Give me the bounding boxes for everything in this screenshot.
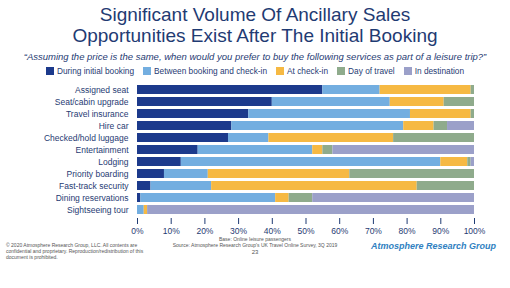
svg-text:40%: 40% [264, 226, 281, 236]
html-text:During initial booking: During initial booking [57, 66, 134, 76]
svg-text:Assigned seat: Assigned seat [75, 85, 129, 95]
svg-text:Seat/cabin upgrade: Seat/cabin upgrade [55, 97, 129, 107]
svg-text:90%: 90% [432, 226, 449, 236]
html-text:Base: Online leisure passenger: Base: Online leisure passengers [219, 236, 291, 242]
svg-text:Entertainment: Entertainment [76, 145, 130, 155]
html-text:Day of travel: Day of travel [348, 66, 395, 76]
svg-text:20%: 20% [196, 226, 213, 236]
html-text:Atmosphere Research Group: Atmosphere Research Group [371, 241, 496, 251]
svg-text:30%: 30% [230, 226, 247, 236]
html-text:In destination: In destination [414, 66, 464, 76]
html-text:Opportunities Exist After The: Opportunities Exist After The Initial Bo… [72, 25, 438, 46]
svg-text:Hire car: Hire car [99, 121, 129, 131]
svg-text:50%: 50% [297, 226, 314, 236]
html-text:Between booking and check-in: Between booking and check-in [154, 66, 267, 76]
svg-text:0%: 0% [131, 226, 144, 236]
svg-text:Lodging: Lodging [98, 157, 129, 167]
svg-text:80%: 80% [399, 226, 416, 236]
svg-text:Checked/hold luggage: Checked/hold luggage [44, 133, 129, 143]
svg-text:100%: 100% [464, 226, 486, 236]
svg-text:Sightseeing tour: Sightseeing tour [67, 205, 129, 215]
html-text:23: 23 [251, 249, 259, 255]
html-text:At check-in: At check-in [287, 66, 329, 76]
html-text:Source: Atmosphere Research Gr: Source: Atmosphere Research Group's UK T… [172, 242, 338, 248]
svg-text:Dining reservations: Dining reservations [56, 193, 129, 203]
svg-text:Fast-track security: Fast-track security [59, 181, 129, 191]
svg-text:70%: 70% [365, 226, 382, 236]
html-text:“Assuming the price is the sam: “Assuming the price is the same, when wo… [23, 51, 487, 62]
svg-text:10%: 10% [163, 226, 180, 236]
svg-text:Travel insurance: Travel insurance [66, 109, 129, 119]
svg-text:60%: 60% [331, 226, 348, 236]
html-text:© 2020 Atmosphere Research Gro: © 2020 Atmosphere Research Group, LLC. A… [6, 242, 144, 260]
html-text:Significant Volume Of Ancillar: Significant Volume Of Ancillary Sales [99, 4, 411, 25]
svg-text:Priority boarding: Priority boarding [67, 169, 129, 179]
